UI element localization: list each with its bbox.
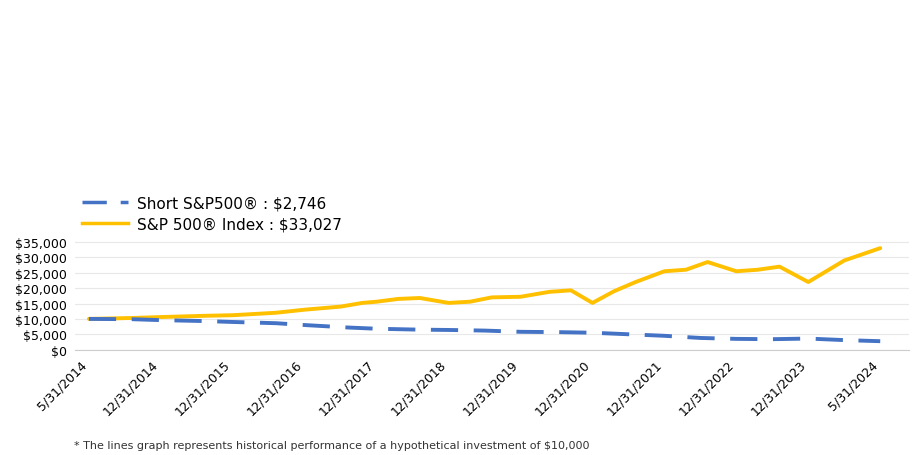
Text: * The lines graph represents historical performance of a hypothetical investment: * The lines graph represents historical …	[74, 440, 590, 450]
Legend: Short S&P500® : $2,746, S&P 500® Index : $33,027: Short S&P500® : $2,746, S&P 500® Index :…	[82, 197, 342, 232]
